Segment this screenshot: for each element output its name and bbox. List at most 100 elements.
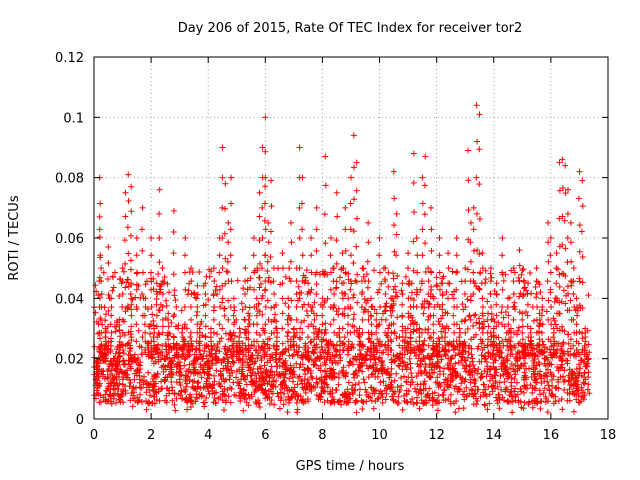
data-point xyxy=(211,390,218,397)
data-point xyxy=(227,226,234,233)
data-point xyxy=(304,367,311,374)
data-point xyxy=(515,327,522,334)
data-point xyxy=(116,350,123,357)
data-point xyxy=(425,316,432,323)
data-point xyxy=(338,367,345,374)
data-point xyxy=(147,392,154,399)
data-point xyxy=(523,287,530,294)
data-point xyxy=(344,386,351,393)
data-point xyxy=(222,362,229,369)
data-point xyxy=(450,312,457,319)
data-point xyxy=(159,385,166,392)
data-point xyxy=(104,323,111,330)
data-point xyxy=(408,347,415,354)
data-point xyxy=(187,329,194,336)
data-point xyxy=(582,338,589,345)
data-point xyxy=(421,211,428,218)
data-point xyxy=(293,342,300,349)
data-point xyxy=(251,269,258,276)
data-point xyxy=(396,355,403,362)
data-point xyxy=(148,235,155,241)
data-point xyxy=(366,352,373,359)
data-point xyxy=(321,380,328,387)
data-point xyxy=(341,334,348,341)
data-point xyxy=(299,380,306,387)
data-point xyxy=(498,354,505,361)
data-point xyxy=(347,286,354,293)
data-point xyxy=(452,352,459,359)
data-point xyxy=(148,303,155,310)
data-point xyxy=(246,367,253,374)
data-point xyxy=(472,311,479,318)
data-point xyxy=(528,342,535,349)
data-point xyxy=(107,347,114,354)
data-point xyxy=(487,270,494,277)
data-point xyxy=(414,361,421,368)
data-point xyxy=(179,325,186,332)
data-point xyxy=(307,383,314,390)
data-point xyxy=(578,384,585,391)
data-point xyxy=(390,222,397,229)
data-point xyxy=(374,396,381,403)
data-point xyxy=(550,393,557,400)
data-point xyxy=(430,312,437,319)
data-point xyxy=(485,336,492,343)
data-point xyxy=(124,303,131,310)
data-point xyxy=(576,278,583,285)
data-point xyxy=(102,396,109,403)
data-point xyxy=(561,386,568,393)
data-point xyxy=(376,321,383,328)
data-point xyxy=(159,278,166,285)
data-point xyxy=(476,111,483,118)
data-point xyxy=(211,372,218,379)
data-point xyxy=(92,309,99,316)
data-point xyxy=(419,301,426,308)
data-point xyxy=(120,357,127,364)
data-point xyxy=(443,289,450,296)
data-point xyxy=(184,373,191,380)
data-point xyxy=(536,336,543,343)
data-point xyxy=(567,297,574,304)
data-point xyxy=(262,321,269,328)
data-point xyxy=(168,379,175,386)
data-point xyxy=(225,393,232,400)
data-point xyxy=(112,350,119,357)
data-point xyxy=(307,303,314,310)
data-point xyxy=(293,278,300,285)
data-point xyxy=(401,398,408,405)
data-point xyxy=(350,371,357,378)
data-point xyxy=(511,342,518,349)
data-point xyxy=(565,351,572,358)
data-point xyxy=(379,393,386,400)
data-point xyxy=(131,389,138,396)
data-point xyxy=(504,303,511,310)
data-point xyxy=(393,370,400,377)
data-point xyxy=(392,357,399,364)
data-point xyxy=(262,395,269,402)
data-point xyxy=(559,213,566,220)
data-point xyxy=(423,369,430,376)
data-point xyxy=(476,285,483,292)
data-point xyxy=(470,322,477,329)
data-point xyxy=(322,182,329,189)
data-point xyxy=(279,351,286,358)
data-point xyxy=(280,401,287,408)
data-point xyxy=(569,388,576,395)
data-point xyxy=(407,321,414,328)
data-point xyxy=(336,397,343,404)
data-point xyxy=(425,265,432,272)
data-point xyxy=(368,303,375,310)
data-point xyxy=(395,362,402,369)
data-point xyxy=(191,357,198,364)
data-point xyxy=(456,387,463,394)
data-point xyxy=(390,352,397,359)
data-point xyxy=(401,351,408,358)
data-point xyxy=(445,280,452,287)
data-point xyxy=(93,389,100,396)
data-point xyxy=(319,385,326,392)
data-point xyxy=(545,316,552,323)
data-point xyxy=(342,269,349,276)
data-point xyxy=(435,392,442,399)
data-point xyxy=(524,344,531,351)
data-point xyxy=(155,388,162,395)
